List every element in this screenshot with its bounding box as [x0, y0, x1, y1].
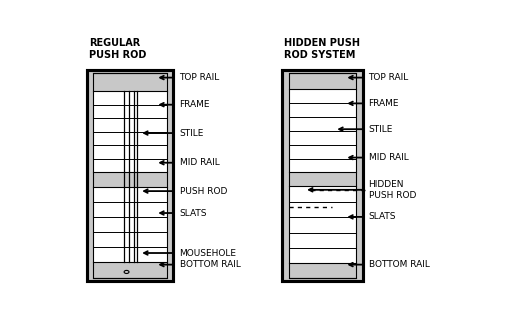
Bar — [289, 73, 356, 278]
Bar — [93, 73, 167, 278]
Text: SLATS: SLATS — [349, 212, 396, 221]
Text: MID RAIL: MID RAIL — [349, 153, 408, 162]
Text: TOP RAIL: TOP RAIL — [349, 73, 409, 82]
Bar — [93, 73, 167, 91]
Text: BOTTOM RAIL: BOTTOM RAIL — [160, 260, 240, 269]
Bar — [289, 173, 356, 186]
Text: SLATS: SLATS — [160, 208, 207, 217]
Text: HIDDEN
PUSH ROD: HIDDEN PUSH ROD — [309, 180, 416, 200]
Bar — [93, 73, 167, 278]
Bar — [93, 173, 167, 187]
Bar — [282, 70, 362, 281]
Text: TOP RAIL: TOP RAIL — [160, 73, 220, 82]
Bar — [289, 73, 356, 89]
Bar — [289, 73, 356, 278]
Text: BOTTOM RAIL: BOTTOM RAIL — [349, 260, 429, 269]
Text: STILE: STILE — [339, 125, 393, 134]
Bar — [87, 70, 173, 281]
Bar — [289, 264, 356, 278]
Text: MID RAIL: MID RAIL — [160, 158, 219, 167]
Text: FRAME: FRAME — [160, 100, 210, 109]
Text: REGULAR
PUSH ROD: REGULAR PUSH ROD — [89, 38, 146, 60]
Text: MOUSEHOLE: MOUSEHOLE — [144, 249, 237, 258]
Text: PUSH ROD: PUSH ROD — [144, 187, 227, 196]
Bar — [87, 70, 173, 281]
Text: STILE: STILE — [144, 129, 204, 138]
Text: HIDDEN PUSH
ROD SYSTEM: HIDDEN PUSH ROD SYSTEM — [284, 38, 360, 60]
Bar — [282, 70, 362, 281]
Text: FRAME: FRAME — [349, 99, 399, 108]
Bar — [93, 262, 167, 278]
